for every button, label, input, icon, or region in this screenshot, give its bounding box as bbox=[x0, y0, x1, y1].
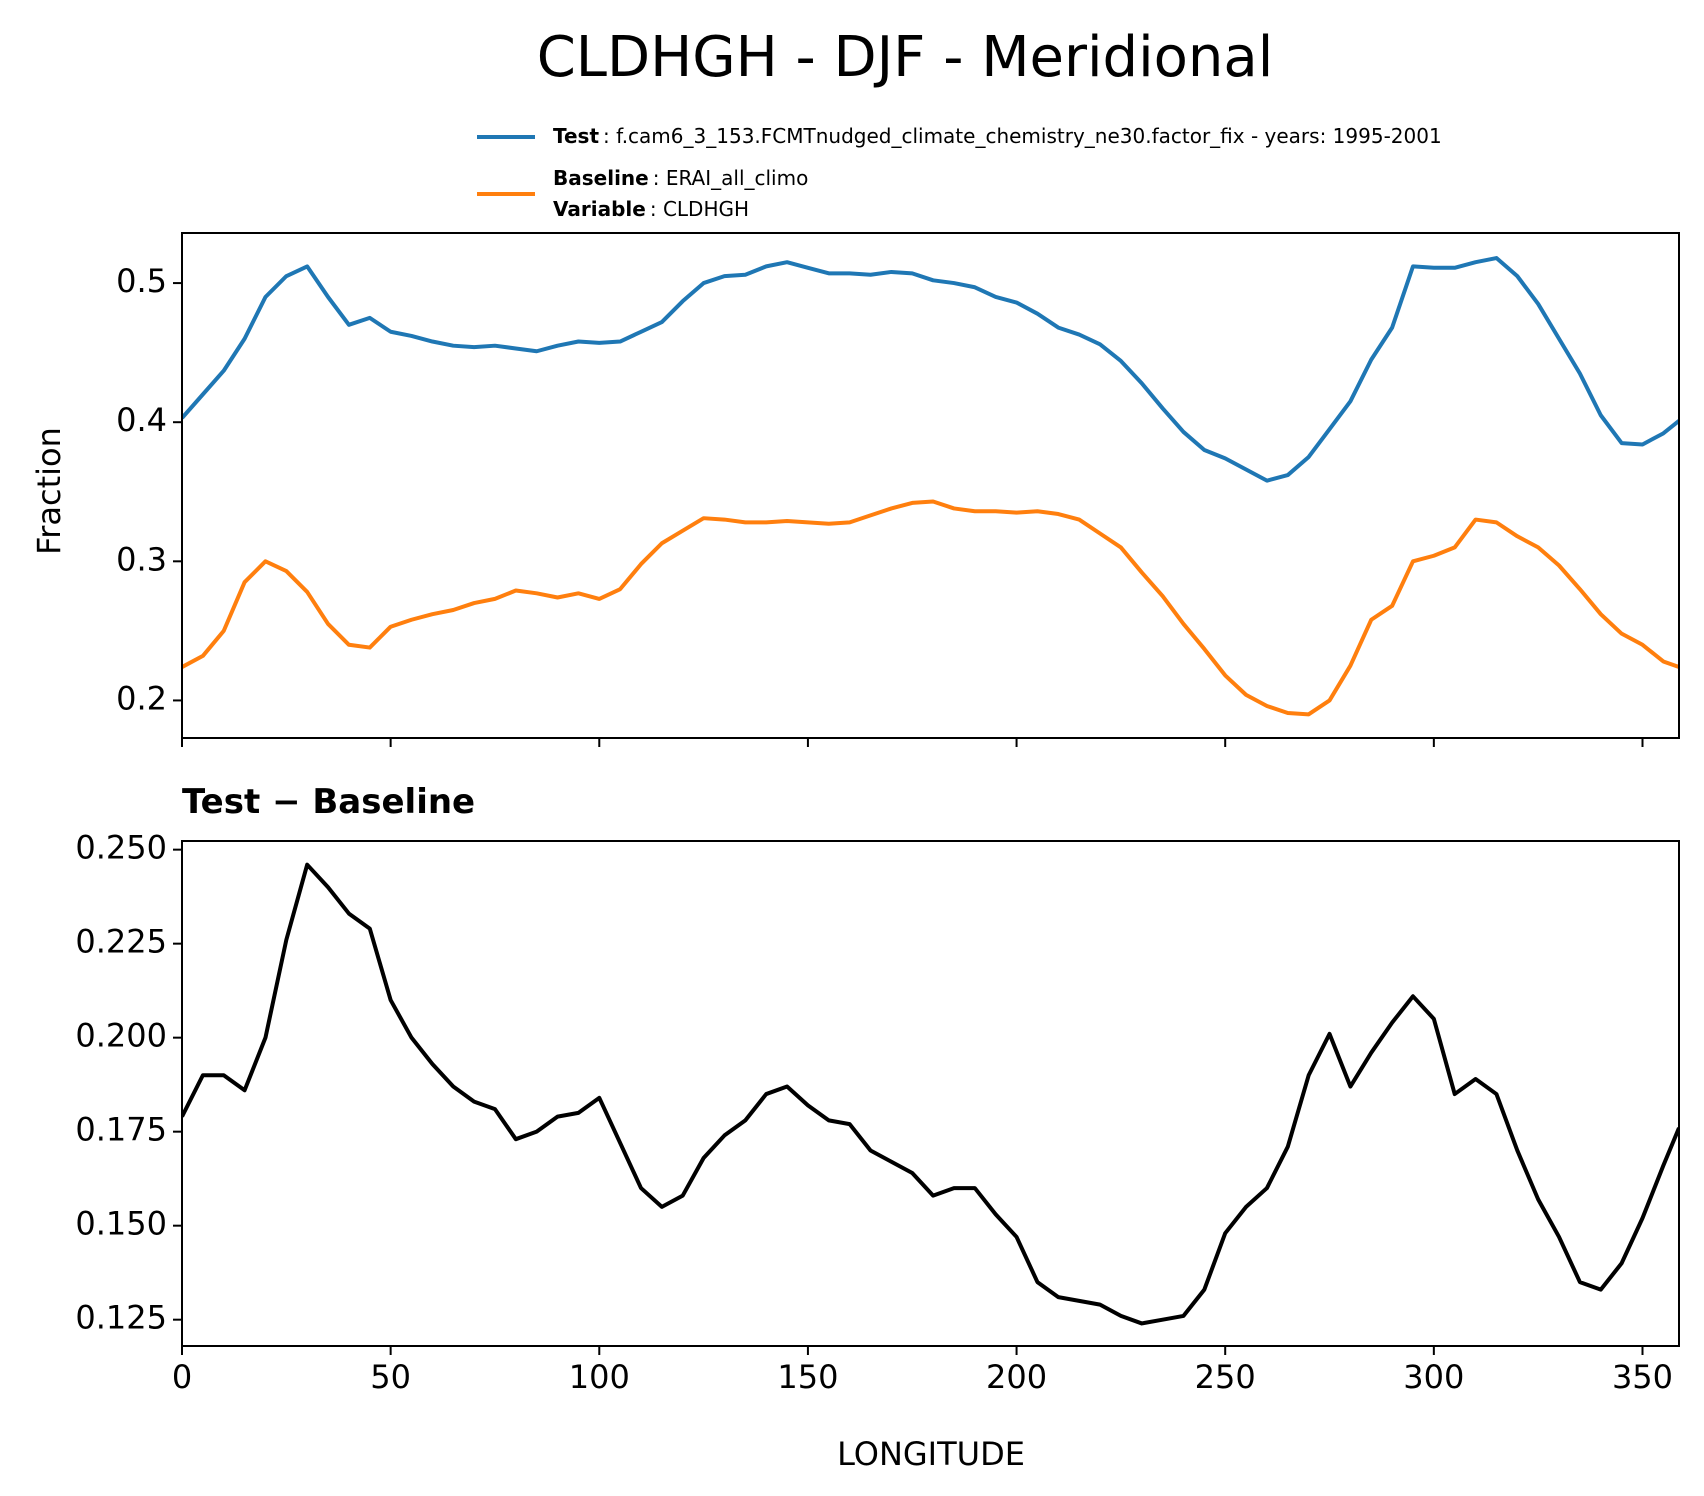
legend-name: Test bbox=[553, 124, 599, 148]
x-tick-label: 350 bbox=[1612, 1358, 1673, 1396]
legend-name: Baseline bbox=[553, 166, 649, 190]
x-axis-label: LONGITUDE bbox=[837, 1435, 1025, 1473]
x-tick-label: 50 bbox=[370, 1358, 411, 1396]
plot-frame bbox=[181, 232, 1680, 739]
x-tick-label: 300 bbox=[1403, 1358, 1464, 1396]
y-axis-label: Fraction bbox=[30, 427, 68, 555]
x-tick-label: 200 bbox=[986, 1358, 1047, 1396]
legend-description: : f.cam6_3_153.FCMTnudged_climate_chemis… bbox=[603, 124, 1442, 148]
y-tick-label: 0.4 bbox=[116, 401, 167, 439]
legend-name: Variable bbox=[553, 197, 646, 221]
subplot-title: Test − Baseline bbox=[182, 782, 475, 822]
legend-description: : CLDHGH bbox=[650, 197, 749, 221]
y-tick-label: 0.250 bbox=[75, 829, 167, 867]
figure-title: CLDHGH - DJF - Meridional bbox=[537, 25, 1274, 90]
x-tick-label: 150 bbox=[777, 1358, 838, 1396]
x-tick-label: 0 bbox=[172, 1358, 192, 1396]
y-tick-label: 0.2 bbox=[116, 679, 167, 717]
y-tick-label: 0.175 bbox=[75, 1111, 167, 1149]
legend-entry: Variable: CLDHGH bbox=[553, 197, 749, 221]
data-line bbox=[182, 862, 1679, 1326]
data-line bbox=[182, 499, 1679, 717]
data-line bbox=[182, 256, 1679, 483]
y-tick-label: 0.125 bbox=[75, 1299, 167, 1337]
legend-description: : ERAI_all_climo bbox=[653, 166, 809, 190]
y-tick-label: 0.200 bbox=[75, 1017, 167, 1055]
y-tick-label: 0.3 bbox=[116, 540, 167, 578]
legend-entry: Test: f.cam6_3_153.FCMTnudged_climate_ch… bbox=[553, 124, 1442, 148]
y-tick-label: 0.225 bbox=[75, 923, 167, 961]
x-tick-label: 250 bbox=[1195, 1358, 1256, 1396]
legend-entry: Baseline: ERAI_all_climo bbox=[553, 166, 808, 190]
plot-frame bbox=[181, 840, 1680, 1347]
y-tick-label: 0.5 bbox=[116, 262, 167, 300]
x-tick-label: 100 bbox=[569, 1358, 630, 1396]
y-tick-label: 0.150 bbox=[75, 1205, 167, 1243]
